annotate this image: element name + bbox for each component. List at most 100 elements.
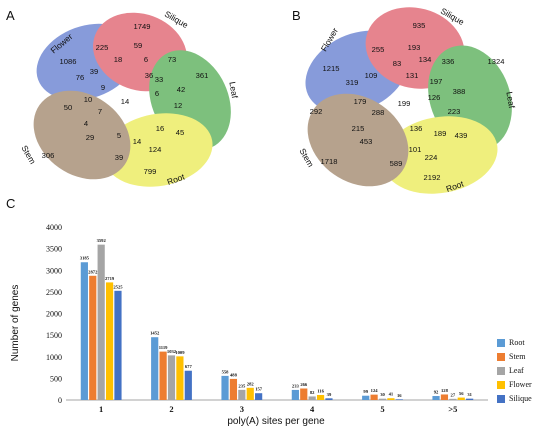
bar-silique: [466, 398, 474, 400]
bar-value-label: 677: [185, 364, 193, 369]
venn-a-region: 225: [96, 43, 109, 52]
bar-value-label: 1032: [167, 349, 177, 354]
venn-a-region: 39: [115, 153, 123, 162]
bar-value-label: 116: [317, 388, 324, 393]
bar-stem: [300, 388, 308, 400]
venn-b-region: 319: [346, 78, 359, 87]
y-tick-label: 1500: [46, 331, 62, 340]
venn-a-region: 18: [114, 55, 122, 64]
bar-value-label: 41: [389, 392, 394, 397]
bar-value-label: 488: [230, 372, 238, 377]
venn-b-region: 224: [425, 153, 438, 162]
venn-a-region: 7: [98, 107, 102, 116]
legend-swatch-leaf: [497, 367, 505, 375]
y-axis-ticks: 0 500 1000 1500 2000 2500 3000 3500 4000: [46, 223, 62, 405]
bar-value-label: 82: [310, 390, 315, 395]
bar-leaf: [238, 389, 246, 400]
legend-swatch-flower: [497, 381, 505, 389]
bar-root: [80, 262, 88, 400]
bar-value-label: 558: [222, 369, 230, 374]
venn-a-region: 73: [168, 55, 176, 64]
venn-b-region: 126: [428, 93, 441, 102]
legend-swatch-stem: [497, 353, 505, 361]
venn-a-label-leaf: Leaf: [227, 81, 240, 100]
venn-b-region: 388: [453, 87, 466, 96]
bar-value-label: 282: [247, 381, 255, 386]
y-tick-label: 4000: [46, 223, 62, 232]
bar-value-label: 2872: [88, 269, 98, 274]
bar-value-label: 56: [459, 391, 464, 396]
legend-swatch-root: [497, 339, 505, 347]
venn-b-region: 1324: [488, 57, 505, 66]
bar-root: [362, 395, 370, 400]
venn-a-region: 45: [176, 128, 184, 137]
bar-stem: [89, 275, 97, 400]
venn-a-region: 9: [101, 83, 105, 92]
bar-value-label: 3592: [97, 238, 107, 243]
bar-flower: [246, 387, 254, 400]
bar-value-label: 1009: [175, 350, 185, 355]
venn-b-region: 134: [419, 55, 432, 64]
bar-silique: [184, 370, 192, 400]
x-tick-label: 4: [310, 404, 315, 414]
y-tick-label: 2500: [46, 288, 62, 297]
venn-b-region: 453: [360, 137, 373, 146]
venn-b-region: 336: [442, 57, 455, 66]
bar-root: [432, 396, 440, 400]
legend-label-leaf: Leaf: [509, 366, 524, 375]
bar-stem: [159, 351, 167, 400]
bar-value-label: 31: [467, 392, 472, 397]
venn-a-region: 42: [177, 85, 185, 94]
bar-flower: [176, 356, 184, 400]
venn-a-region: 59: [134, 41, 142, 50]
venn-a-region: 14: [121, 97, 129, 106]
bar-value-label: 30: [380, 392, 385, 397]
y-tick-label: 1000: [46, 353, 62, 362]
venn-b-region: 1718: [321, 157, 338, 166]
y-tick-label: 500: [50, 374, 62, 383]
venn-a-label-stem: Stem: [19, 144, 38, 166]
venn-a-region: 36: [145, 71, 153, 80]
venn-a-region: 50: [64, 103, 72, 112]
bar-flower: [316, 394, 325, 400]
venn-a-region: 6: [144, 55, 148, 64]
venn-a-region: 6: [155, 89, 159, 98]
x-tick-label: 2: [169, 404, 173, 414]
venn-a-region: 12: [174, 101, 182, 110]
bar-value-label: 233: [292, 383, 300, 388]
venn-b-region: 131: [406, 71, 419, 80]
panel-label-c: C: [6, 196, 15, 211]
venn-b-region: 83: [393, 59, 401, 68]
venn-a-region: 1749: [134, 22, 151, 31]
venn-b-region: 199: [398, 99, 411, 108]
x-axis-title: poly(A) sites per gene: [227, 416, 325, 427]
x-tick-label: 5: [380, 404, 384, 414]
venn-a-region: 33: [155, 75, 163, 84]
bar-root: [221, 375, 229, 400]
venn-b-region: 292: [310, 107, 323, 116]
venn-b-region: 109: [365, 71, 378, 80]
bar-value-label: 92: [434, 390, 439, 395]
venn-a-region: 361: [196, 71, 209, 80]
bar-value-label: 27: [451, 392, 456, 397]
venn-a-region: 5: [117, 131, 121, 140]
venn-b-region: 255: [372, 45, 385, 54]
bar-value-label: 124: [371, 388, 379, 393]
bar-stem: [440, 394, 449, 400]
venn-b-petal-root: [382, 116, 498, 194]
bar-stem: [229, 378, 238, 400]
bar-leaf: [378, 398, 387, 400]
bar-silique: [325, 398, 333, 400]
venn-b-region: 197: [430, 77, 443, 86]
venn-b-region: 215: [352, 124, 365, 133]
venn-a-region: 29: [86, 133, 94, 142]
bar-root: [151, 337, 159, 400]
venn-a-petal-stem: [33, 90, 131, 180]
venn-b-region: 189: [434, 129, 447, 138]
legend-label-stem: Stem: [509, 352, 526, 361]
venn-a-region: 306: [42, 151, 55, 160]
bar-leaf: [449, 398, 457, 400]
bar-stem: [370, 394, 378, 400]
venn-b-region: 935: [413, 21, 426, 30]
